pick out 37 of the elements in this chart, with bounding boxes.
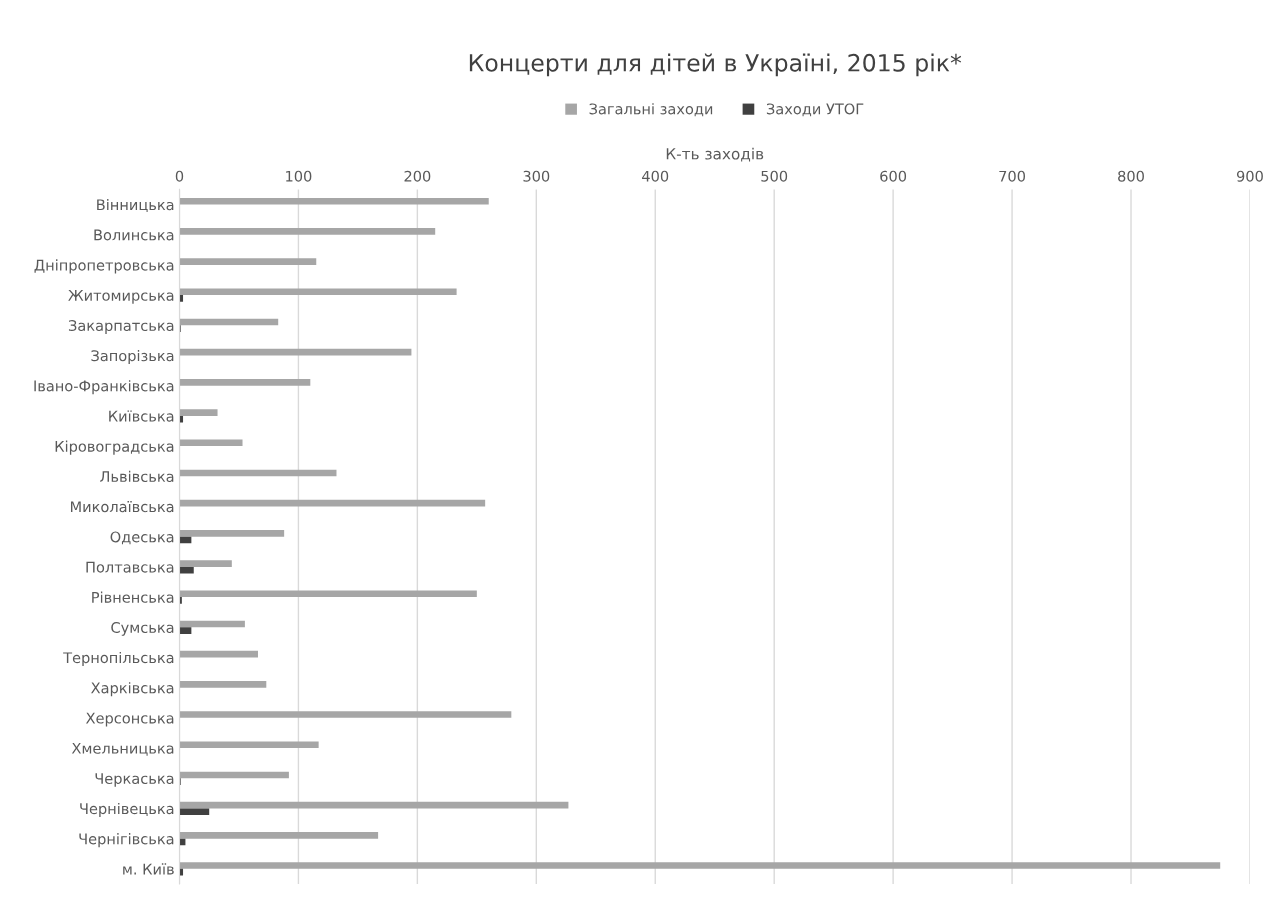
x-tick-label: 800: [1118, 170, 1144, 182]
x-tick-label: 400: [642, 170, 669, 182]
y-tick-label: Івано-Франківська: [34, 380, 174, 395]
y-tick-label: Житомирська: [68, 290, 174, 304]
y-tick-label: Львівська: [100, 470, 174, 483]
y-tick-label: Рівненська: [92, 591, 174, 603]
y-tick-label: Запорізька: [91, 349, 174, 365]
x-tick-label: 500: [761, 170, 788, 182]
y-tick-label: м. Київ: [123, 863, 174, 875]
x-tick-label: 900: [1236, 170, 1263, 182]
legend-label: Загальні заходи: [589, 103, 713, 117]
y-tick-label: Чернігівська: [79, 833, 174, 848]
x-tick-label: 700: [999, 170, 1026, 182]
y-tick-label: Київська: [109, 410, 174, 422]
y-tick-label: Херсонська: [86, 712, 174, 727]
x-tick-label: 200: [404, 170, 431, 182]
y-tick-label: Миколаївська: [70, 500, 174, 513]
x-tick-label: 600: [880, 170, 907, 182]
y-tick-label: Хмельницька: [71, 742, 174, 756]
y-tick-label: Одеська: [110, 531, 174, 545]
x-tick-label: 100: [286, 170, 312, 182]
y-tick-label: Сумська: [111, 622, 174, 636]
y-tick-label: Закарпатська: [68, 320, 174, 334]
y-tick-label: Вінницька: [97, 198, 174, 213]
y-tick-label: Черкаська: [95, 773, 174, 787]
x-tick-label: 0: [175, 170, 184, 182]
y-tick-label: Дніпропетровська: [34, 259, 174, 274]
y-tick-label: Чернівецька: [80, 802, 174, 818]
x-axis-title: К-ть заходів: [666, 147, 764, 162]
y-tick-label: Волинська: [94, 229, 174, 241]
y-tick-label: Полтавська: [86, 561, 174, 573]
y-tick-label: Тернопільська: [63, 651, 174, 667]
y-tick-label: Харківська: [91, 682, 174, 697]
legend-label: Заходи УТОГ: [766, 103, 864, 117]
y-tick-label: Кіровоградська: [55, 440, 174, 455]
x-tick-label: 300: [523, 170, 550, 182]
chart-title: Концерти для дітей в Україні, 2015 рік*: [469, 53, 962, 77]
